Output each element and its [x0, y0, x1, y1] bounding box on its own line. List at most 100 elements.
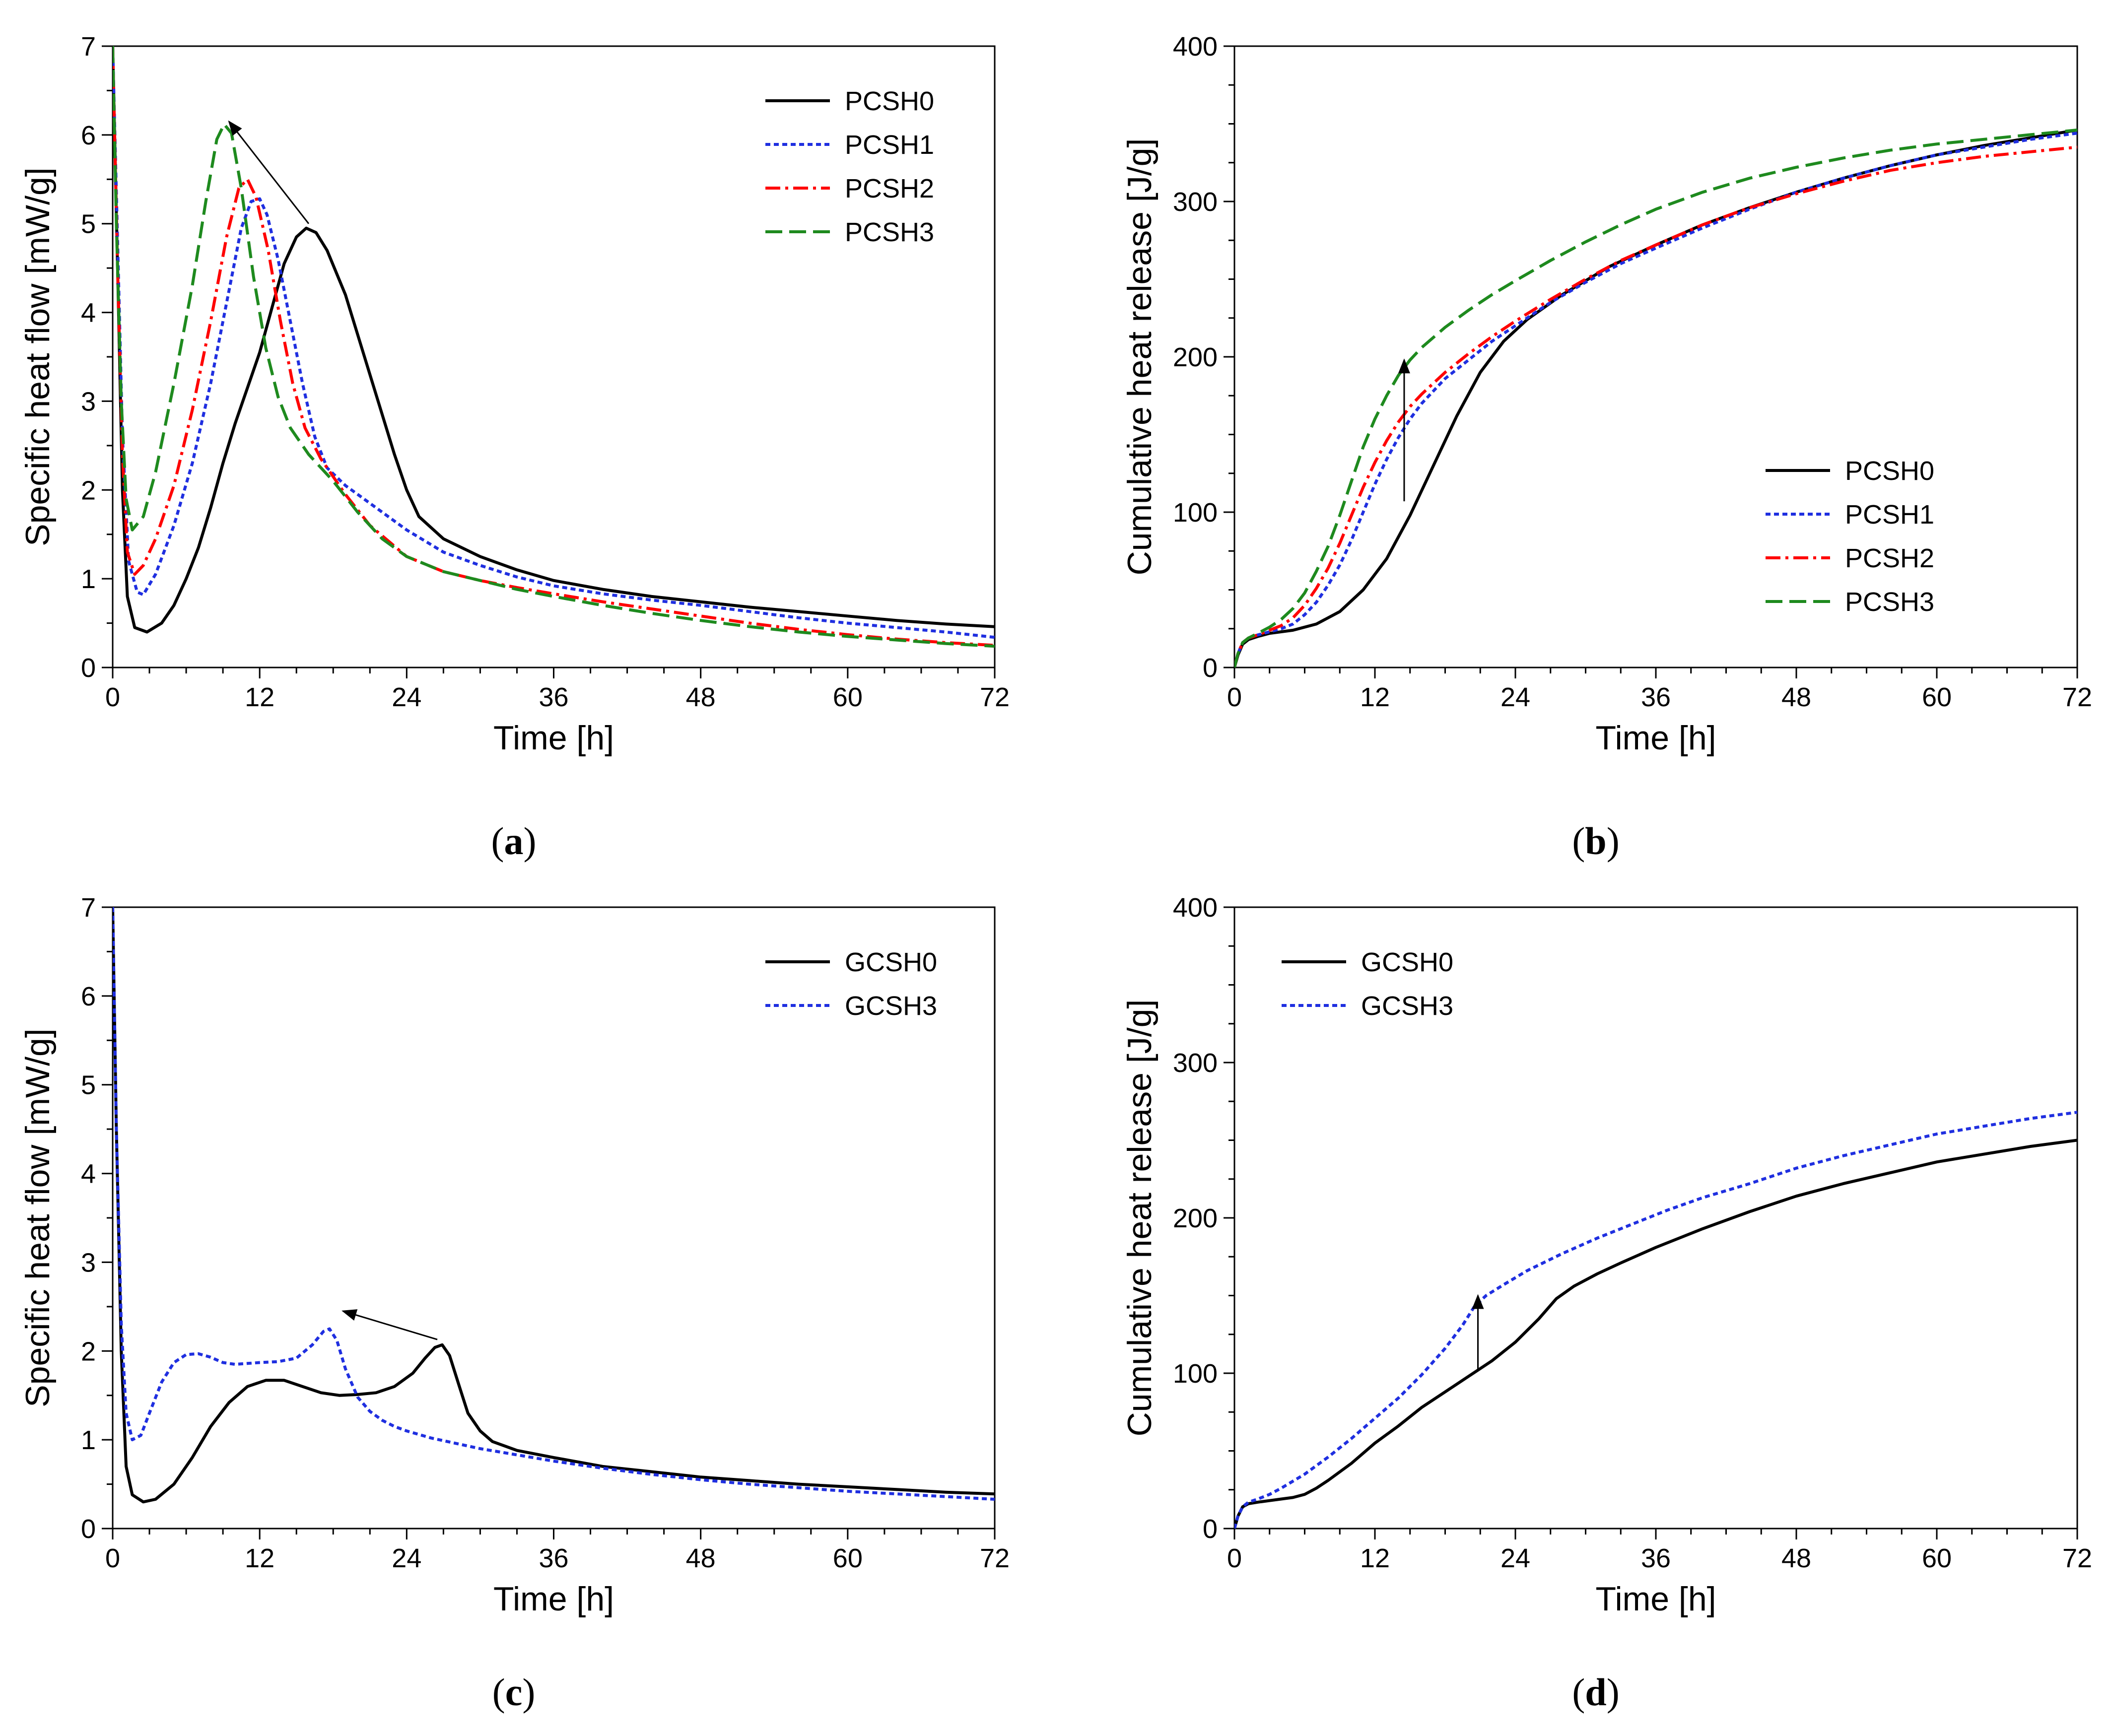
- y-tick-label: 6: [81, 982, 96, 1011]
- x-tick-label: 36: [1641, 682, 1671, 712]
- y-tick-label: 100: [1173, 498, 1218, 528]
- y-tick-label: 0: [81, 1514, 96, 1544]
- y-tick-label: 1: [81, 1425, 96, 1455]
- caption-close: ): [1606, 819, 1620, 863]
- y-axis-label: Specific heat flow [mW/g]: [19, 167, 57, 546]
- panel-caption: (a): [491, 819, 537, 864]
- legend-label: PCSH3: [845, 217, 934, 247]
- caption-letter: d: [1585, 1670, 1607, 1714]
- x-tick-label: 36: [539, 682, 568, 712]
- legend-label: PCSH1: [845, 130, 934, 160]
- series-group: [113, 907, 995, 1504]
- caption-open: (: [491, 819, 504, 863]
- series-group: [1234, 1111, 2077, 1529]
- series-line-gcsh0: [1234, 1138, 2077, 1529]
- x-tick-label: 72: [980, 682, 1010, 712]
- trend-arrow: [341, 1309, 438, 1340]
- x-tick-label: 24: [392, 682, 421, 712]
- legend-label: PCSH3: [1845, 587, 1934, 617]
- y-tick-label: 1: [81, 564, 96, 594]
- x-tick-label: 48: [1781, 1543, 1811, 1573]
- panel-d: 0 12 24 36 48 60 72 0 100 200 300 400 Time [h] Cumula…: [1121, 893, 2092, 1618]
- y-tick-label: 4: [81, 1159, 96, 1189]
- legend-label: PCSH0: [845, 86, 934, 116]
- legend-label: GCSH0: [1361, 947, 1453, 977]
- x-tick-label: 24: [1500, 1543, 1530, 1573]
- legend-label: PCSH2: [1845, 543, 1934, 573]
- series-line-pcsh2: [113, 46, 995, 647]
- trend-arrow: [228, 120, 310, 224]
- x-tick-label: 12: [1360, 682, 1390, 712]
- y-tick-label: 100: [1173, 1359, 1218, 1389]
- legend: GCSH0 GCSH3: [765, 947, 937, 1021]
- y-tick-label: 0: [1203, 653, 1218, 683]
- x-tick-label: 12: [245, 1543, 274, 1573]
- series-group: [113, 46, 995, 648]
- x-tick-label: 0: [105, 682, 120, 712]
- caption-letter: c: [505, 1670, 523, 1714]
- x-axis-label: Time [h]: [493, 1580, 614, 1618]
- y-tick-label: 0: [1203, 1514, 1218, 1544]
- caption-open: (: [1572, 819, 1585, 863]
- series-line-pcsh1: [113, 46, 995, 639]
- legend: GCSH0 GCSH3: [1282, 947, 1453, 1021]
- y-tick-label: 300: [1173, 1048, 1218, 1078]
- x-tick-label: 0: [105, 1543, 120, 1573]
- y-tick-label: 2: [81, 1336, 96, 1366]
- caption-open: (: [492, 1670, 505, 1714]
- y-tick-label: 7: [81, 32, 96, 62]
- series-line-gcsh3: [1234, 1111, 2077, 1529]
- y-axis-label: Specific heat flow [mW/g]: [19, 1028, 57, 1407]
- legend-label: GCSH3: [845, 991, 937, 1021]
- series-group: [1234, 129, 2077, 668]
- y-tick-label: 3: [81, 387, 96, 416]
- series-line-pcsh1: [1234, 132, 2077, 668]
- panel-b: 0 12 24 36 48 60 72 0 100 200 300 400 Time [h] Cumula…: [1121, 32, 2092, 757]
- x-tick-label: 72: [2062, 682, 2092, 712]
- y-axis-label: Cumulative heat release [J/g]: [1121, 138, 1159, 576]
- x-tick-label: 48: [686, 1543, 716, 1573]
- caption-close: ): [522, 1670, 536, 1714]
- y-tick-label: 300: [1173, 187, 1218, 217]
- y-tick-label: 7: [81, 893, 96, 923]
- x-tick-label: 24: [1500, 682, 1530, 712]
- x-tick-label: 72: [980, 1543, 1010, 1573]
- x-tick-label: 60: [1922, 682, 1952, 712]
- legend-label: PCSH1: [1845, 500, 1934, 530]
- x-axis-label: Time [h]: [1595, 1580, 1716, 1618]
- y-tick-label: 5: [81, 1070, 96, 1100]
- legend-label: GCSH0: [845, 947, 937, 977]
- caption-close: ): [523, 819, 537, 863]
- panel-caption: (c): [492, 1670, 536, 1715]
- y-tick-label: 200: [1173, 1203, 1218, 1233]
- x-tick-label: 12: [245, 682, 274, 712]
- x-tick-label: 60: [833, 682, 863, 712]
- y-tick-label: 6: [81, 121, 96, 150]
- series-line-gcsh3: [113, 907, 995, 1501]
- y-tick-label: 0: [81, 653, 96, 683]
- x-tick-label: 0: [1227, 682, 1242, 712]
- x-tick-label: 36: [539, 1543, 568, 1573]
- y-tick-label: 5: [81, 209, 96, 239]
- y-axis-label: Cumulative heat release [J/g]: [1121, 1000, 1159, 1437]
- legend-label: PCSH0: [1845, 456, 1934, 486]
- y-tick-label: 3: [81, 1248, 96, 1277]
- y-tick-label: 200: [1173, 342, 1218, 372]
- x-tick-label: 24: [392, 1543, 421, 1573]
- series-line-pcsh0: [113, 46, 995, 634]
- series-line-gcsh0: [113, 907, 995, 1504]
- y-tick-label: 4: [81, 298, 96, 328]
- legend-label: GCSH3: [1361, 991, 1453, 1021]
- x-tick-label: 60: [1922, 1543, 1952, 1573]
- legend-label: PCSH2: [845, 174, 934, 203]
- legend: PCSH0 PCSH1 PCSH2 PCSH3: [1766, 456, 1934, 617]
- x-tick-label: 12: [1360, 1543, 1390, 1573]
- caption-open: (: [1572, 1670, 1585, 1714]
- y-tick-label: 400: [1173, 893, 1218, 923]
- caption-letter: b: [1585, 819, 1607, 863]
- series-line-pcsh2: [1234, 145, 2077, 668]
- panel-caption: (b): [1572, 819, 1619, 864]
